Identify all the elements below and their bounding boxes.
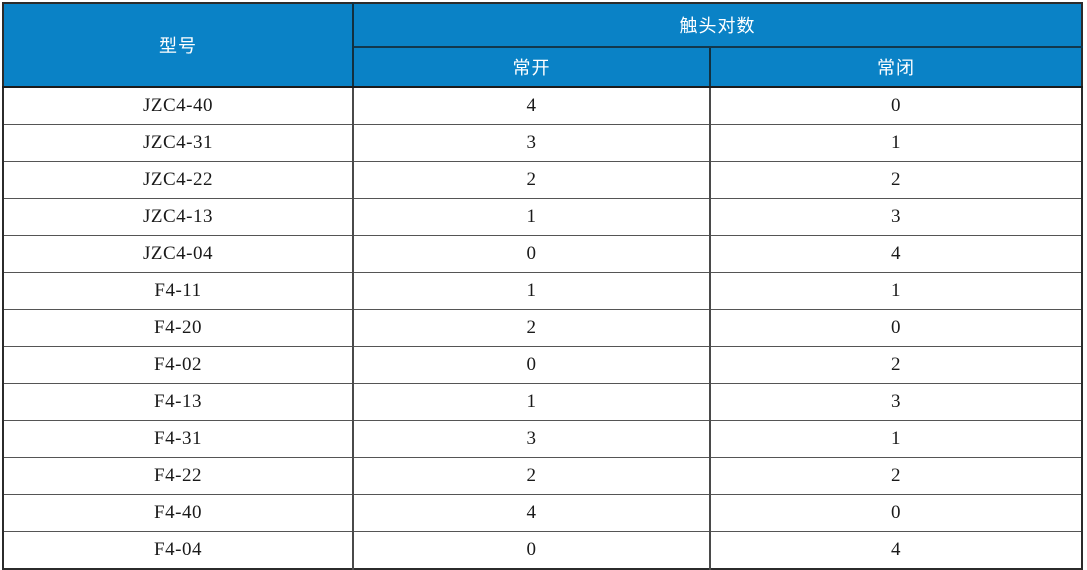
table-row: F4-02 0 2 (3, 346, 1082, 384)
cell-normally-open: 3 (353, 124, 711, 162)
cell-model: F4-13 (3, 383, 354, 421)
table-row: JZC4-31 3 1 (3, 124, 1082, 162)
cell-model: F4-04 (3, 531, 354, 569)
cell-normally-closed: 4 (710, 235, 1082, 273)
table-row: F4-13 1 3 (3, 383, 1082, 421)
column-header-contact-pairs: 触头对数 (352, 2, 1083, 48)
cell-model: JZC4-22 (3, 161, 354, 199)
table-row: JZC4-04 0 4 (3, 235, 1082, 273)
table-header-row-sub: 常开 常闭 (3, 46, 1083, 88)
cell-normally-closed: 2 (710, 346, 1082, 384)
table-row: F4-22 2 2 (3, 457, 1082, 495)
cell-normally-open: 2 (353, 161, 711, 199)
cell-normally-open: 4 (353, 494, 711, 532)
cell-normally-closed: 3 (710, 383, 1082, 421)
cell-normally-closed: 1 (710, 272, 1082, 310)
cell-normally-open: 1 (353, 383, 711, 421)
column-header-model: 型号 (2, 2, 354, 88)
table-row: JZC4-40 4 0 (3, 87, 1082, 125)
cell-normally-closed: 1 (710, 420, 1082, 458)
table-row: JZC4-13 1 3 (3, 198, 1082, 236)
cell-model: F4-22 (3, 457, 354, 495)
cell-normally-open: 1 (353, 272, 711, 310)
table-body: JZC4-40 4 0 JZC4-31 3 1 JZC4-22 2 2 JZC4-13 1 3 JZC4… (3, 87, 1082, 569)
cell-model: F4-40 (3, 494, 354, 532)
column-header-normally-closed: 常闭 (709, 46, 1083, 88)
table-row: F4-20 2 0 (3, 309, 1082, 347)
cell-normally-closed: 1 (710, 124, 1082, 162)
cell-model: F4-31 (3, 420, 354, 458)
cell-normally-open: 0 (353, 531, 711, 569)
cell-normally-open: 1 (353, 198, 711, 236)
cell-normally-open: 3 (353, 420, 711, 458)
cell-normally-open: 2 (353, 309, 711, 347)
cell-normally-open: 0 (353, 346, 711, 384)
cell-normally-open: 0 (353, 235, 711, 273)
cell-model: F4-02 (3, 346, 354, 384)
table-row: F4-04 0 4 (3, 531, 1082, 569)
cell-normally-closed: 0 (710, 494, 1082, 532)
cell-model: JZC4-04 (3, 235, 354, 273)
cell-model: JZC4-31 (3, 124, 354, 162)
table-header-row-group: 型号 触头对数 (2, 2, 1083, 88)
cell-model: JZC4-13 (3, 198, 354, 236)
cell-model: JZC4-40 (3, 87, 354, 125)
cell-normally-closed: 4 (710, 531, 1082, 569)
table-row: F4-11 1 1 (3, 272, 1082, 310)
cell-normally-open: 2 (353, 457, 711, 495)
table-header: 型号 触头对数 常开 常闭 (2, 2, 1083, 88)
cell-normally-closed: 2 (710, 457, 1082, 495)
table-row: F4-40 4 0 (3, 494, 1082, 532)
table-row: F4-31 3 1 (3, 420, 1082, 458)
cell-model: F4-20 (3, 309, 354, 347)
table-row: JZC4-22 2 2 (3, 161, 1082, 199)
cell-normally-closed: 2 (710, 161, 1082, 199)
cell-model: F4-11 (3, 272, 354, 310)
cell-normally-open: 4 (353, 87, 711, 125)
cell-normally-closed: 0 (710, 309, 1082, 347)
cell-normally-closed: 3 (710, 198, 1082, 236)
cell-normally-closed: 0 (710, 87, 1082, 125)
column-header-normally-open: 常开 (352, 46, 711, 88)
